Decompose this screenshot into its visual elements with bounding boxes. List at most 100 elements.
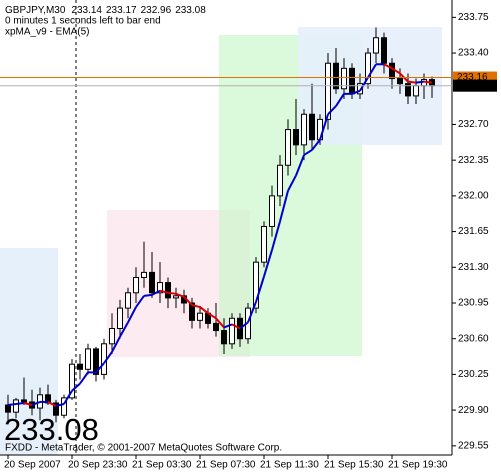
ema-line (263, 249, 273, 277)
y-tick-label: 230.95 (458, 298, 489, 309)
ema-line (7, 402, 17, 407)
candle-body (13, 399, 19, 413)
price-label: 233.16 (457, 72, 488, 83)
ema-line (103, 351, 113, 364)
candle-body (165, 282, 171, 299)
x-tick-label: 21 Sep 07:30 (196, 460, 256, 471)
ema-line (199, 306, 209, 314)
candle-body (269, 195, 275, 227)
ema-line (215, 317, 225, 329)
ema-line (159, 289, 169, 294)
ema-line (31, 401, 41, 406)
ema-line (71, 382, 81, 392)
ema-line (223, 323, 233, 329)
x-tick-label: 21 Sep 03:30 (132, 460, 192, 471)
x-tick-label: 21 Sep 11:30 (260, 460, 319, 471)
candle-body (405, 83, 411, 97)
candle-body (173, 295, 179, 299)
ema-line (359, 77, 369, 92)
y-tick-label: 230.25 (458, 369, 489, 380)
ema-line (327, 105, 337, 115)
x-tick-label: 21 Sep 19:30 (388, 460, 448, 471)
ema-line (183, 296, 193, 306)
ema-line (287, 175, 297, 192)
price-label-box (453, 79, 497, 92)
ema-line (111, 336, 121, 353)
y-tick-label: 229.55 (458, 440, 489, 451)
big-price: 233.08 (4, 412, 99, 447)
candle-body (381, 37, 387, 64)
ema-line (207, 312, 217, 320)
ema-line (383, 63, 393, 70)
y-tick-label: 229.90 (458, 405, 489, 416)
ema-line (303, 149, 313, 156)
y-tick-label: 231.65 (458, 226, 489, 237)
y-tick-label: 230.60 (458, 333, 489, 344)
candle-body (77, 363, 83, 370)
y-tick-label: 233.75 (458, 12, 489, 23)
candle-body (325, 62, 331, 120)
candle-body (189, 302, 195, 321)
plot (5, 27, 435, 423)
ema-line (167, 291, 177, 295)
candle-body (93, 348, 99, 375)
x-tick-label: 20 Sep 2007 (4, 460, 61, 471)
candle-body (285, 129, 291, 166)
ema-line (127, 306, 137, 323)
session-box (0, 248, 58, 455)
ema-line (255, 276, 265, 303)
y-tick-label: 233.40 (458, 48, 489, 59)
candle-body (333, 62, 339, 90)
ema-line (391, 67, 401, 75)
candle-body (413, 85, 419, 97)
candle-body (261, 225, 267, 263)
y-tick-label: 232.00 (458, 191, 489, 202)
ema-line (15, 401, 25, 405)
ema-line (271, 221, 281, 251)
candle-body (53, 402, 59, 416)
last-close: 233.08 (175, 5, 206, 16)
ema-line (415, 80, 425, 84)
ema-line (247, 301, 257, 323)
candle-body (397, 78, 403, 85)
candle-body (117, 307, 123, 329)
candle-body (277, 164, 283, 197)
candle-body (389, 62, 395, 80)
candle-body (301, 113, 307, 146)
ema-line (63, 390, 73, 405)
symbol: GBPJPY,M30 (5, 5, 66, 16)
ema-line (335, 93, 345, 107)
timer-text: 0 minutes 1 seconds left to bar end (5, 16, 161, 27)
ema-line (191, 304, 201, 309)
ema-line (367, 63, 377, 79)
ema-line (119, 321, 129, 338)
candle-body (229, 317, 235, 345)
candle-body (85, 348, 91, 370)
ema-line (79, 371, 89, 385)
ema-line (311, 139, 321, 151)
ema-line (407, 80, 417, 84)
chart-header: GBPJPY,M30 233.14 233.17 232.96 233.08 (5, 5, 206, 16)
last-low: 232.96 (141, 5, 172, 16)
candle-body (341, 67, 347, 90)
candle-body (125, 292, 131, 309)
ema-line (95, 362, 105, 374)
candle-body (365, 52, 371, 85)
candle-body (253, 261, 259, 309)
ema-line (295, 154, 305, 176)
ema-line (151, 289, 161, 296)
candle-body (5, 404, 11, 413)
ema-line (351, 89, 361, 95)
candle-body (373, 37, 379, 54)
ema-line (55, 403, 65, 408)
candle-body (157, 282, 163, 294)
candle-body (61, 397, 67, 416)
candle-body (149, 271, 155, 294)
ema-line (47, 401, 57, 407)
candle-body (357, 83, 363, 95)
ema-line (423, 80, 433, 84)
candle-body (221, 330, 227, 345)
candle-body (293, 129, 299, 146)
